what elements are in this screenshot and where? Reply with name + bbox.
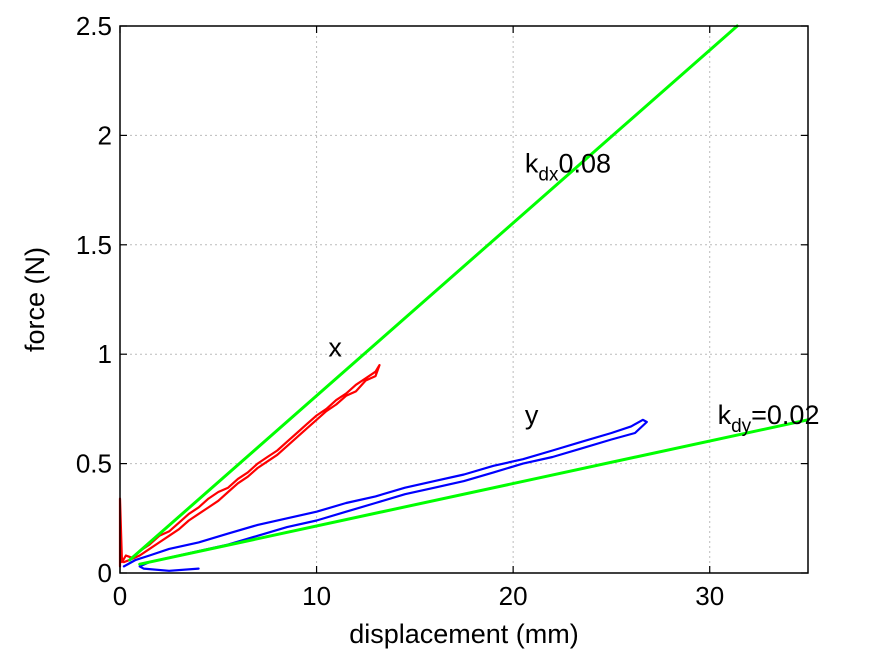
y-tick-label: 2.5 xyxy=(76,11,112,41)
series-line-3 xyxy=(138,418,810,566)
y-tick-label: 0 xyxy=(98,558,112,588)
y-tick-label: 2 xyxy=(98,120,112,150)
annotation-label: x xyxy=(328,332,342,362)
y-tick-label: 0.5 xyxy=(76,449,112,479)
x-axis-label: displacement (mm) xyxy=(349,619,579,649)
x-tick-label: 0 xyxy=(113,581,127,611)
y-tick-label: 1.5 xyxy=(76,230,112,260)
x-tick-label: 20 xyxy=(499,581,528,611)
plot-series xyxy=(118,24,810,572)
axis-ticks: 0 10 20 30 0 0.5 1 1.5 2 2.5 xyxy=(76,11,808,611)
x-tick-label: 30 xyxy=(695,581,724,611)
annotation-label: kdy=0.02 xyxy=(718,400,820,437)
series-line-2 xyxy=(128,24,739,562)
annotation-label: kdx0.08 xyxy=(525,149,611,186)
annotation-label: y xyxy=(525,400,539,430)
y-axis-label: force (N) xyxy=(20,247,50,352)
annotations: x y kdx0.08 kdy=0.02 xyxy=(328,149,819,438)
plot-frame xyxy=(119,25,809,574)
series-line-0 xyxy=(118,364,381,568)
grid xyxy=(120,26,808,573)
y-tick-label: 1 xyxy=(98,339,112,369)
x-tick-label: 10 xyxy=(302,581,331,611)
